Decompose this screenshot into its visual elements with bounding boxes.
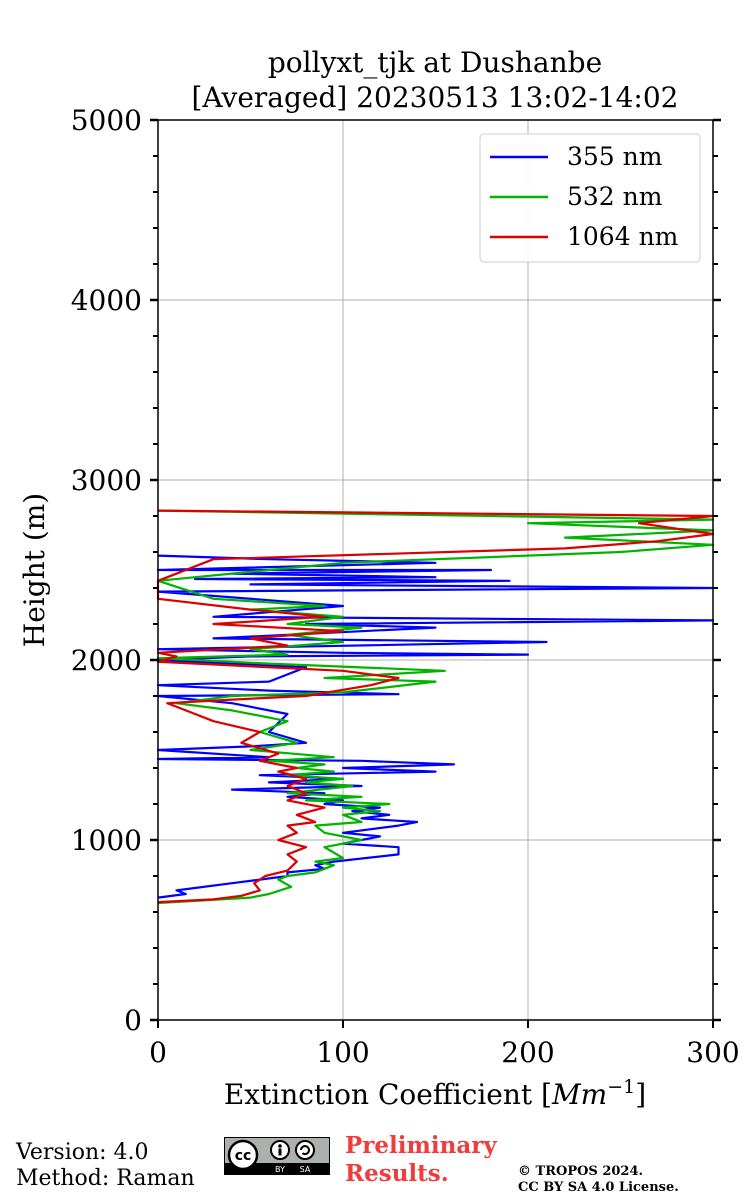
cc-badge-by: BY: [275, 1165, 285, 1174]
legend: 355 nm 532 nm 1064 nm: [479, 133, 701, 263]
cc-badge-sa: SA: [300, 1165, 311, 1174]
x-axis-label: Extinction Coefficient [Mm−1]: [224, 1076, 646, 1111]
x-axis-label-exponent: −1: [607, 1076, 635, 1098]
copyright-line-2: CC BY SA 4.0 License.: [518, 1180, 679, 1195]
x-axis-label-unit: Mm: [551, 1078, 607, 1111]
preliminary-results-note: Preliminary Results.: [345, 1132, 497, 1188]
y-tick-label: 1000: [71, 824, 142, 857]
y-axis-label: Height (m): [18, 493, 51, 647]
preliminary-line-1: Preliminary: [345, 1132, 497, 1159]
chart-title: pollyxt_tjk at Dushanbe: [268, 46, 602, 79]
legend-box: [479, 133, 701, 263]
x-tick-label: 100: [316, 1036, 369, 1069]
y-tick-label: 3000: [71, 464, 142, 497]
plot-frame: [157, 119, 714, 1021]
preliminary-line-2: Results.: [345, 1160, 449, 1187]
copyright-line-1: © TROPOS 2024.: [518, 1164, 644, 1179]
y-tick-label: 2000: [71, 644, 142, 677]
version-text: Version: 4.0: [16, 1140, 149, 1165]
series-line-532-nm: [156, 509, 715, 905]
copyright-notice: © TROPOS 2024. CC BY SA 4.0 License.: [518, 1164, 679, 1196]
cc-by-sa-license-icon: cc BY SA: [224, 1137, 330, 1175]
extinction-profile-chart: pollyxt_tjk at Dushanbe [Averaged] 20230…: [18, 46, 740, 1111]
x-axis-label-suffix: ]: [635, 1078, 646, 1111]
version-info: Version: 4.0 Method: Raman: [16, 1140, 195, 1192]
chart-subtitle: [Averaged] 20230513 13:02-14:02: [192, 81, 679, 114]
y-tick-label: 4000: [71, 284, 142, 317]
method-text: Method: Raman: [16, 1166, 195, 1191]
series-line-1064-nm: [156, 509, 715, 904]
y-tick-label: 0: [124, 1004, 142, 1037]
x-axis-label-prefix: Extinction Coefficient [: [224, 1078, 552, 1111]
y-tick-label: 5000: [71, 104, 142, 137]
legend-label-532: 532 nm: [567, 182, 663, 211]
cc-badge-text: cc: [235, 1148, 252, 1164]
legend-label-355: 355 nm: [567, 142, 663, 171]
x-tick-label: 300: [686, 1036, 739, 1069]
legend-label-1064: 1064 nm: [567, 222, 679, 251]
x-tick-label: 200: [501, 1036, 554, 1069]
x-tick-label: 0: [149, 1036, 167, 1069]
series-lines: [156, 509, 715, 905]
